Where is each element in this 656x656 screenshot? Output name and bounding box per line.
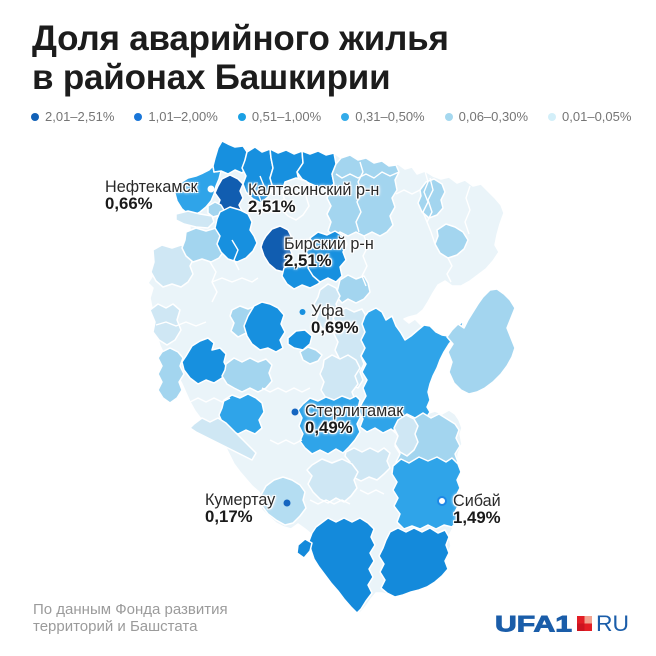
svg-text:UFA1: UFA1 bbox=[495, 612, 572, 637]
svg-text:RU: RU bbox=[596, 611, 629, 636]
